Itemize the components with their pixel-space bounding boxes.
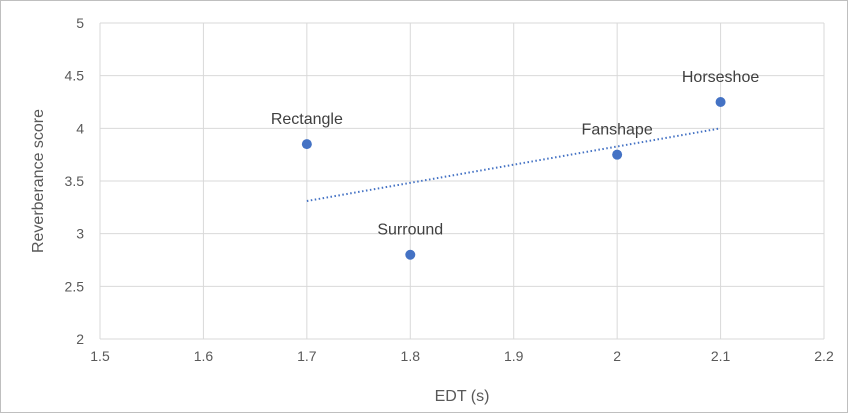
- x-tick-label: 1.8: [401, 348, 421, 364]
- y-tick-label: 3.5: [65, 173, 85, 189]
- x-tick-label: 2.1: [711, 348, 731, 364]
- grid-lines: [99, 22, 825, 340]
- point-label-horseshoe: Horseshoe: [682, 69, 759, 86]
- data-point-surround: [405, 249, 416, 260]
- tick-labels: 1.5 1.6 1.7 1.8 1.9 2 2.1 2.2 2 2.5 3 3.5 4 4.5 5: [65, 15, 834, 364]
- x-axis-title: EDT (s): [435, 388, 490, 405]
- y-tick-label: 4.5: [65, 68, 85, 84]
- point-label-rectangle: Rectangle: [271, 111, 343, 128]
- y-tick-label: 2.5: [65, 278, 85, 294]
- y-tick-label: 2: [76, 331, 84, 347]
- y-axis-title: Reverberance score: [30, 109, 47, 253]
- point-label-fanshape: Fanshape: [582, 122, 653, 139]
- x-tick-label: 1.5: [90, 348, 110, 364]
- y-tick-label: 4: [76, 120, 84, 136]
- point-labels: Rectangle Surround Fanshape Horseshoe: [271, 69, 760, 239]
- data-points: [301, 97, 726, 260]
- data-point-fanshape: [612, 149, 623, 160]
- x-tick-label: 1.6: [194, 348, 214, 364]
- data-point-rectangle: [301, 139, 312, 150]
- x-tick-label: 2: [613, 348, 621, 364]
- x-tick-label: 2.2: [814, 348, 834, 364]
- x-tick-label: 1.7: [297, 348, 317, 364]
- y-tick-label: 5: [76, 15, 84, 31]
- x-tick-label: 1.9: [504, 348, 524, 364]
- data-point-horseshoe: [715, 97, 726, 107]
- point-label-surround: Surround: [377, 222, 443, 239]
- y-tick-label: 3: [76, 226, 84, 242]
